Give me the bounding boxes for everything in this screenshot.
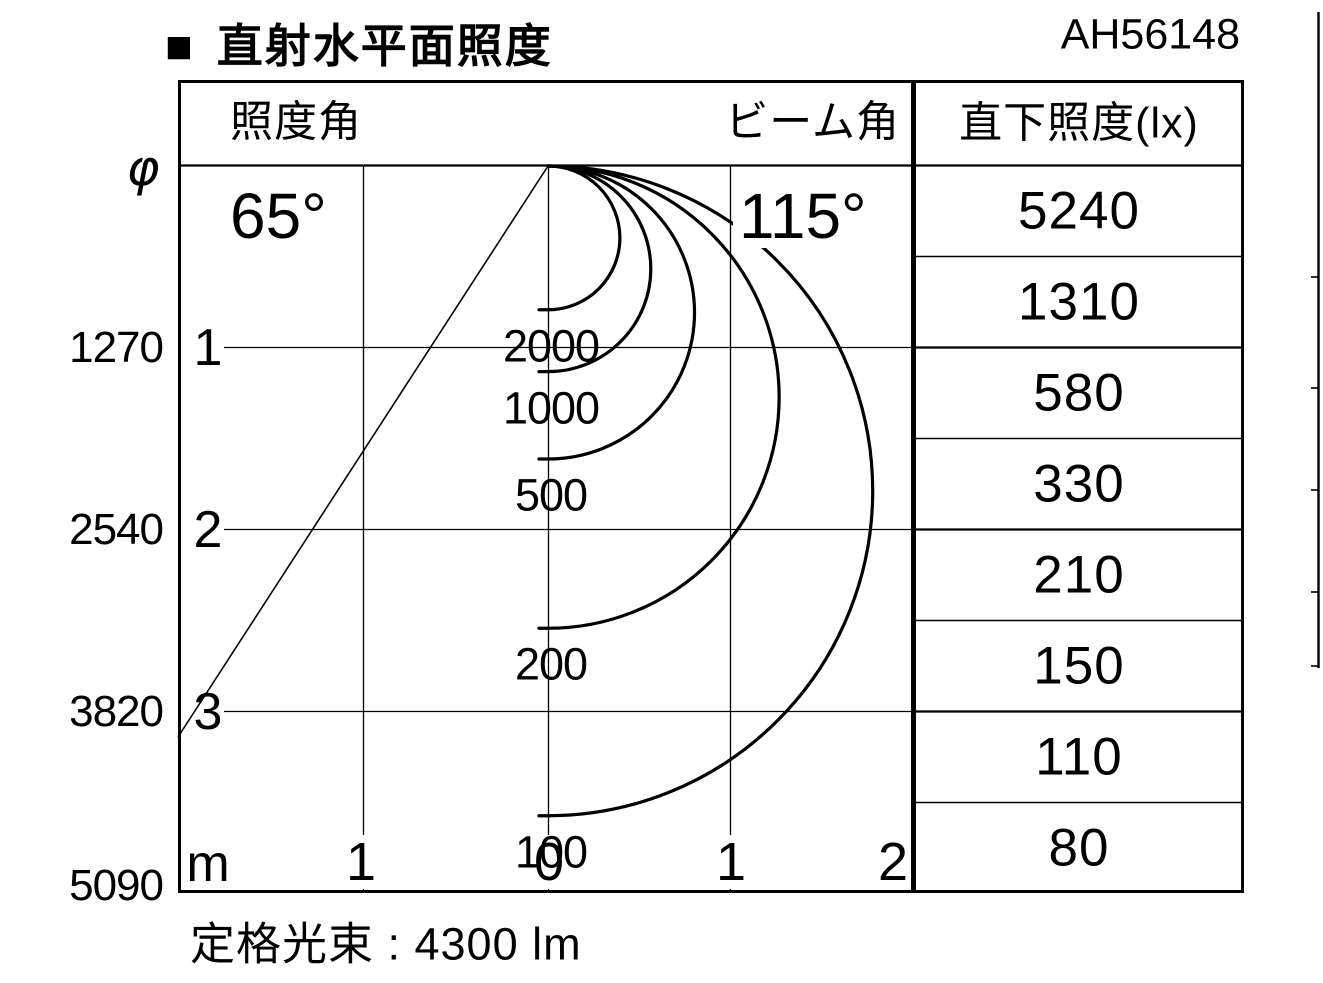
isolux-curve	[537, 164, 653, 374]
table-row-lines	[914, 255, 1244, 804]
table-value: 210	[1033, 545, 1125, 605]
table-value: 1310	[1018, 272, 1140, 332]
table-border	[913, 80, 1244, 893]
horizontal-tick: 2	[874, 835, 912, 889]
model-number: AH56148	[1060, 10, 1240, 59]
isolux-curves	[537, 164, 875, 818]
distance-tick: 2	[193, 500, 223, 559]
gridlines	[224, 166, 913, 892]
horizontal-tick: 1	[712, 835, 750, 889]
isolux-curve	[537, 164, 697, 461]
table-value: 5240	[1018, 181, 1140, 241]
table-value: 330	[1033, 454, 1125, 514]
isolux-curve-label: 200	[514, 638, 588, 690]
illuminance-angle-line	[177, 165, 549, 738]
isolux-curve	[537, 164, 781, 630]
table-value: 80	[1048, 818, 1110, 878]
table-header: 直下照度(lx)	[959, 99, 1199, 148]
beam-angle-value: 115°	[733, 184, 873, 248]
table-value: 580	[1033, 363, 1125, 423]
isolux-curve-label: 500	[514, 469, 588, 521]
rated-flux-note: 定格光束 : 4300 lm	[190, 918, 582, 970]
beam-diameter-label: 5090	[69, 861, 164, 910]
illuminance-angle-header: 照度角	[230, 98, 362, 147]
phi-symbol: φ	[126, 139, 160, 197]
isolux-curve-label: 100	[514, 826, 588, 878]
isolux-curve-label: 2000	[502, 320, 600, 372]
table-value: 150	[1033, 636, 1125, 696]
distance-tick: 1	[193, 318, 223, 377]
horizontal-tick: 1	[342, 835, 380, 889]
distance-tick: m	[186, 835, 230, 893]
isolux-curve-label: 1000	[502, 382, 600, 434]
beam-diameter-label: 3820	[69, 686, 164, 736]
isolux-curve	[537, 164, 622, 312]
horizontal-tick: 0	[530, 835, 568, 889]
table-value: 110	[1035, 727, 1123, 787]
beam-angle-header: ビーム角	[725, 98, 900, 147]
figure-title: 直射水平面照度	[216, 20, 553, 72]
figure-header: ■ 直射水平面照度	[165, 10, 553, 76]
beam-diameter-label: 2540	[69, 504, 164, 554]
illuminance-angle-value: 65°	[224, 184, 333, 248]
adjacent-figure-fragment	[1311, 12, 1320, 668]
chart-border	[178, 80, 914, 893]
beam-diameter-label: 1270	[69, 322, 164, 372]
distance-tick: 3	[193, 682, 223, 741]
section-marker-icon: ■	[165, 20, 195, 72]
table-row-lines-heavy	[914, 346, 1244, 713]
isolux-curve	[537, 164, 875, 818]
